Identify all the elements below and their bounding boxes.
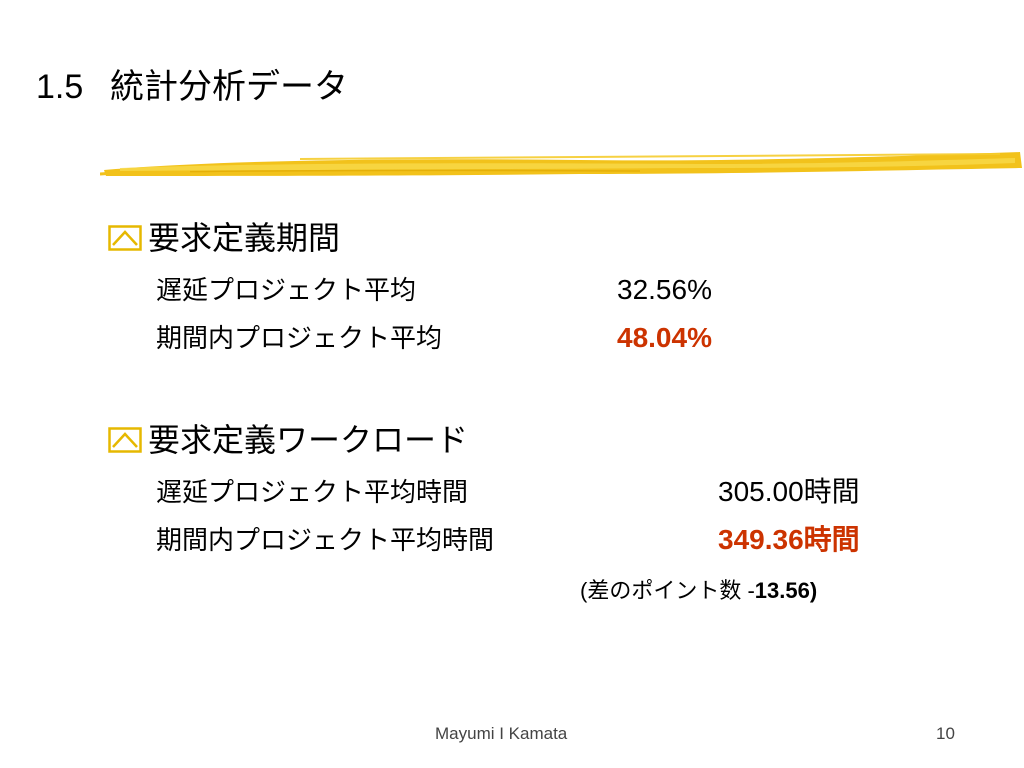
- brush-stroke-divider: [100, 152, 1022, 176]
- footer-author: Mayumi I Kamata: [435, 724, 568, 743]
- row-label: 遅延プロジェクト平均: [156, 276, 417, 306]
- difference-note: (差のポイント数 -13.56): [580, 580, 817, 602]
- checkbox-chevron-icon: [108, 225, 142, 251]
- note-suffix: ): [809, 578, 818, 603]
- page-number: 10: [936, 724, 955, 743]
- section-heading-2: 要求定義ワークロード: [108, 424, 468, 456]
- note-prefix: (差のポイント数 -: [580, 578, 755, 603]
- row-value: 32.56%: [617, 274, 712, 305]
- section-heading-text: 要求定義期間: [148, 219, 341, 257]
- note-value: 13.56: [754, 578, 810, 603]
- row-label: 期間内プロジェクト平均: [156, 324, 443, 354]
- row-value-highlight: 48.04%: [617, 322, 712, 353]
- section-heading-1: 要求定義期間: [108, 222, 340, 254]
- title-text: 統計分析データ: [110, 67, 348, 107]
- slide-title: 1.5 統計分析データ: [36, 70, 348, 104]
- checkbox-chevron-icon: [108, 427, 142, 453]
- section-number: 1.5: [36, 68, 84, 106]
- row-value-highlight: 349.36時間: [718, 524, 860, 555]
- row-label: 期間内プロジェクト平均時間: [156, 526, 495, 556]
- row-label: 遅延プロジェクト平均時間: [156, 478, 469, 508]
- section-heading-text: 要求定義ワークロード: [148, 421, 469, 459]
- row-value: 305.00時間: [718, 476, 860, 507]
